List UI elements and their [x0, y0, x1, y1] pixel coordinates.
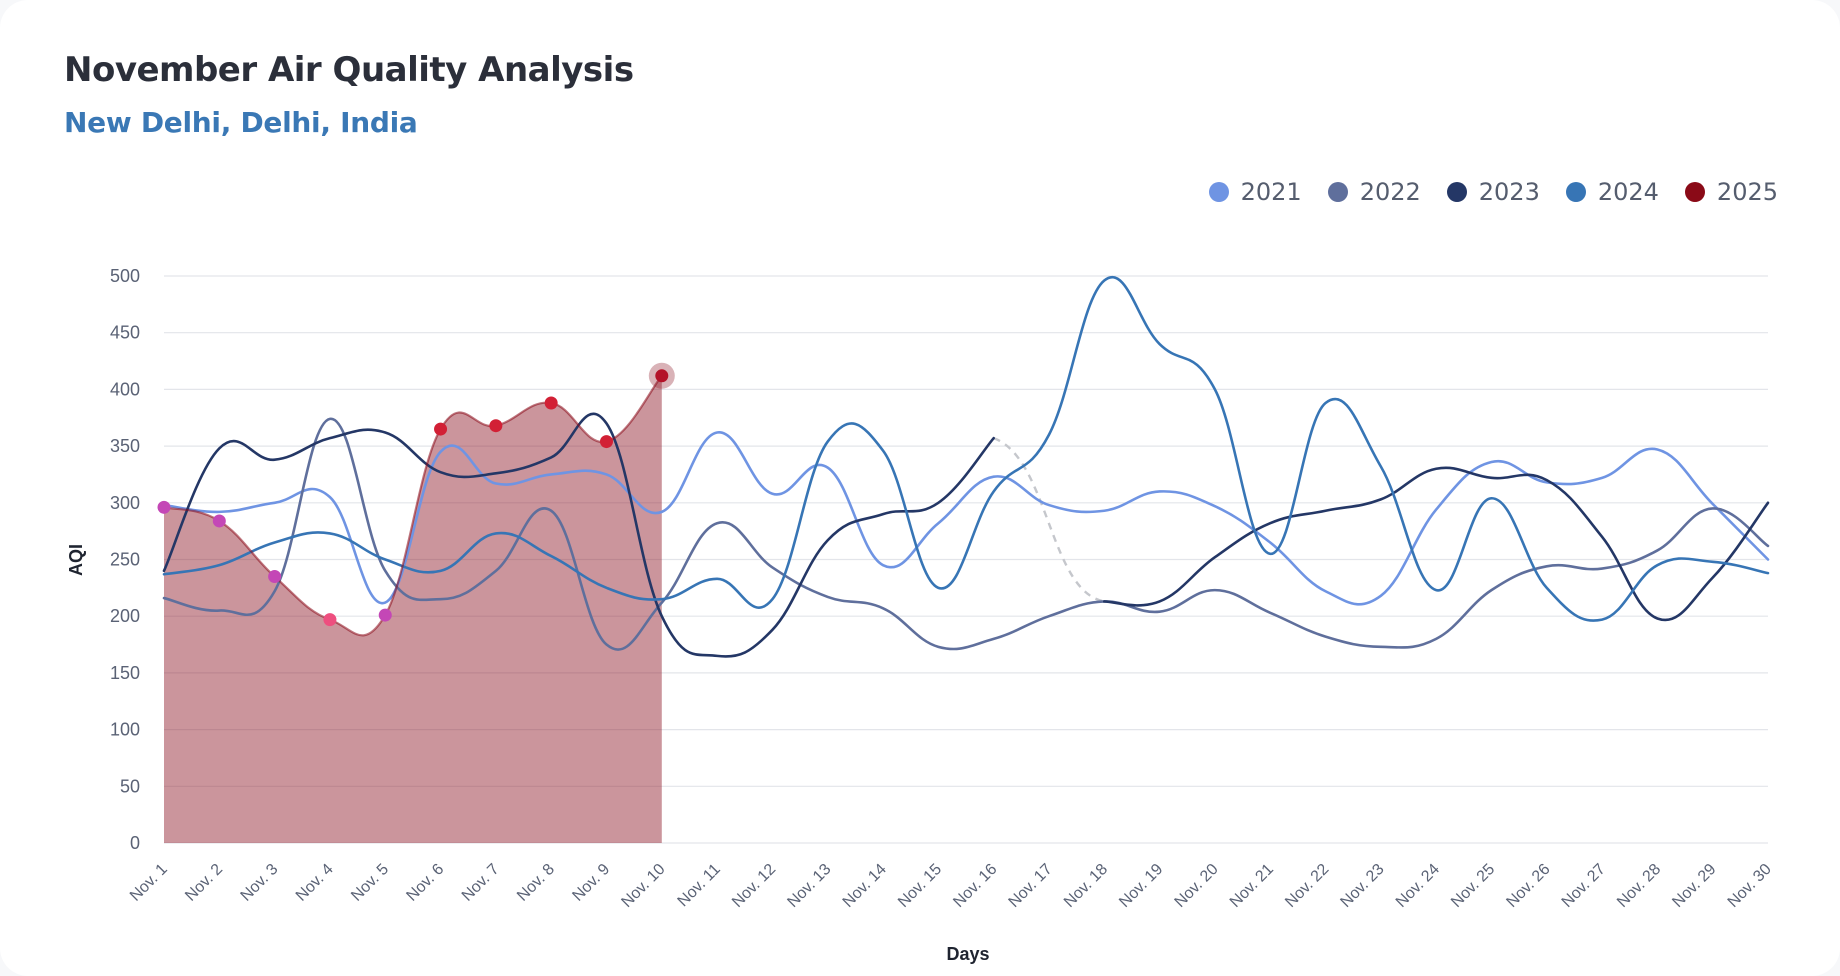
x-tick-label: Nov. 1: [127, 861, 171, 905]
x-tick-label: Nov. 5: [348, 861, 392, 905]
x-tick-label: Nov. 25: [1448, 861, 1498, 911]
data-point-2025[interactable]: [544, 396, 558, 410]
series-points: [157, 362, 675, 627]
chart-legend: 2021 2022 2023 2024 2025: [1208, 178, 1778, 206]
x-tick-label: Nov. 27: [1559, 861, 1609, 911]
gap-connector-2023: [993, 437, 1105, 603]
x-tick-label: Nov. 4: [293, 861, 337, 905]
x-tick-label: Nov. 13: [784, 861, 834, 911]
x-tick-label: Nov. 30: [1725, 861, 1775, 911]
legend-marker-icon: [1565, 182, 1586, 202]
legend-label: 2021: [1240, 178, 1302, 206]
area-fill: [164, 375, 662, 843]
x-tick-label: Nov. 19: [1116, 861, 1166, 911]
legend-label: 2024: [1597, 178, 1659, 206]
series-line-2023[interactable]: [1102, 466, 1770, 622]
x-tick-label: Nov. 21: [1227, 861, 1277, 911]
legend-item-2022[interactable]: 2022: [1327, 178, 1421, 206]
area-2025: [164, 375, 662, 843]
x-tick-label: Nov. 2: [182, 861, 226, 905]
x-tick-label: Nov. 17: [1006, 861, 1056, 911]
x-tick-label: Nov. 18: [1061, 861, 1111, 911]
data-point-2025[interactable]: [489, 419, 503, 433]
y-axis-title: AQI: [66, 544, 86, 576]
series-line-2023[interactable]: [162, 412, 995, 658]
x-tick-label: Nov. 22: [1282, 861, 1332, 911]
legend-label: 2023: [1478, 178, 1540, 206]
legend-item-2025[interactable]: 2025: [1684, 178, 1778, 206]
data-point-2025[interactable]: [323, 613, 337, 627]
x-tick-label: Nov. 23: [1337, 861, 1387, 911]
legend-item-2021[interactable]: 2021: [1208, 178, 1302, 206]
legend-marker-icon: [1684, 182, 1705, 202]
data-point-2025[interactable]: [599, 435, 613, 449]
series-lines: [162, 276, 1770, 658]
y-tick-label: 300: [110, 493, 140, 513]
y-tick-label: 200: [110, 606, 140, 626]
x-tick-label: Nov. 11: [675, 861, 724, 910]
x-tick-label: Nov. 15: [895, 861, 945, 911]
data-point-2025[interactable]: [434, 422, 448, 436]
y-tick-label: 350: [110, 436, 140, 456]
y-tick-label: 50: [120, 776, 140, 796]
legend-label: 2025: [1716, 178, 1778, 206]
x-tick-label: Nov. 7: [459, 861, 503, 905]
legend-item-2024[interactable]: 2024: [1565, 178, 1659, 206]
x-tick-label: Nov. 6: [403, 861, 447, 905]
x-tick-label: Nov. 29: [1669, 861, 1719, 911]
x-tick-label: Nov. 8: [514, 861, 558, 905]
y-tick-label: 100: [110, 720, 140, 740]
data-point-2025[interactable]: [378, 608, 392, 622]
y-tick-label: 400: [110, 379, 140, 399]
y-axis-ticks: 0 50 100 150 200 250 300 350 400 450 500: [110, 266, 140, 853]
series-line-2022[interactable]: [162, 417, 1770, 651]
page-title: November Air Quality Analysis: [64, 50, 634, 90]
x-axis-ticks: Nov. 1 Nov. 2 Nov. 3 Nov. 4 Nov. 5 Nov. 6 Nov.…: [127, 861, 1775, 911]
y-tick-label: 0: [130, 833, 140, 853]
legend-label: 2022: [1359, 178, 1421, 206]
series-line-2021[interactable]: [162, 431, 1770, 606]
x-tick-label: Nov. 16: [950, 861, 1000, 911]
y-tick-label: 500: [110, 266, 140, 286]
x-tick-label: Nov. 12: [729, 861, 779, 911]
x-tick-label: Nov. 26: [1503, 861, 1553, 911]
x-tick-label: Nov. 24: [1393, 861, 1443, 911]
y-tick-label: 450: [110, 323, 140, 343]
x-tick-label: Nov. 3: [238, 861, 282, 905]
legend-marker-icon: [1446, 182, 1467, 202]
data-point-2025[interactable]: [157, 500, 171, 514]
data-point-2025[interactable]: [212, 514, 226, 528]
series-line-2025[interactable]: [162, 374, 663, 637]
y-tick-label: 250: [110, 550, 140, 570]
x-tick-label: Nov. 14: [840, 861, 890, 911]
x-tick-label: Nov. 28: [1614, 861, 1664, 911]
x-axis-title: Days: [946, 944, 989, 964]
x-tick-label: Nov. 9: [569, 861, 613, 905]
legend-marker-icon: [1327, 182, 1348, 202]
y-tick-label: 150: [110, 663, 140, 683]
x-tick-label: Nov. 20: [1172, 861, 1222, 911]
data-point-2025[interactable]: [268, 570, 282, 584]
series-line-2024[interactable]: [162, 276, 1770, 622]
legend-item-2023[interactable]: 2023: [1446, 178, 1540, 206]
legend-marker-icon: [1208, 182, 1229, 202]
data-point-2025[interactable]: [655, 369, 669, 383]
x-tick-label: Nov. 10: [618, 861, 668, 911]
page-subtitle: New Delhi, Delhi, India: [64, 106, 418, 139]
